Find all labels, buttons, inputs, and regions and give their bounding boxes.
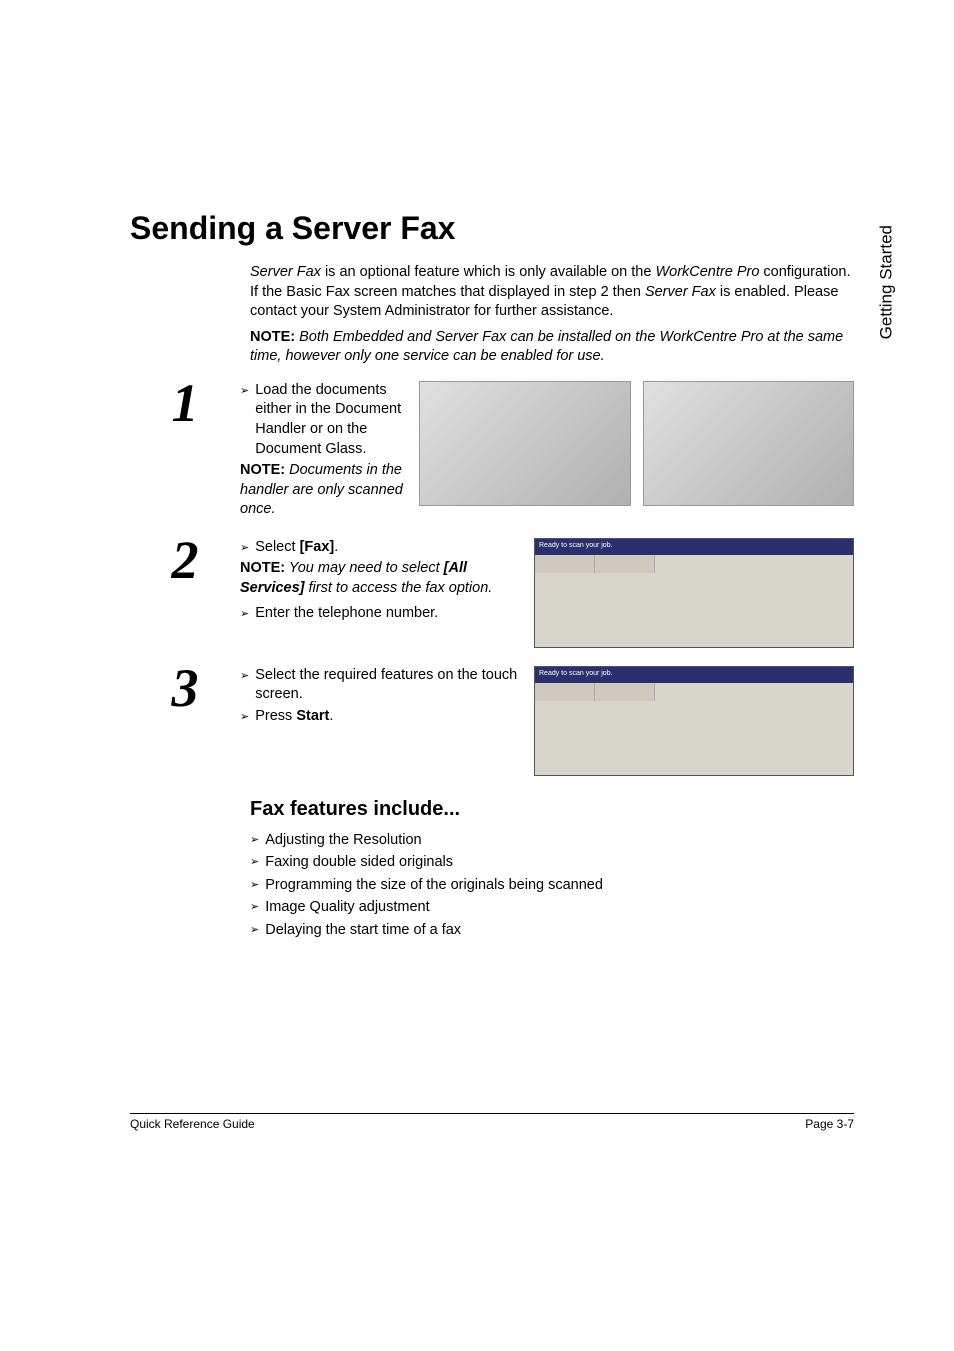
step-number-3: 3 <box>130 666 240 712</box>
step3-press-post: . <box>329 708 333 724</box>
intro-line-1: Server Fax is an optional feature which … <box>250 263 854 322</box>
tab-more-fax-features <box>595 683 655 701</box>
step3-press-pre: Press <box>255 708 296 724</box>
footer-left: Quick Reference Guide <box>130 1117 255 1131</box>
feature-item: ➢ Programming the size of the originals b… <box>250 874 854 896</box>
feature-text: Faxing double sided originals <box>265 851 453 873</box>
note-label: NOTE: <box>240 560 285 576</box>
section-side-label: Getting Started <box>876 225 896 339</box>
touchscreen-panel <box>535 555 853 647</box>
step3-bullet-1: ➢ Select the required features on the to… <box>240 666 520 705</box>
chevron-icon: ➢ <box>250 832 259 849</box>
step2-text-2: Enter the telephone number. <box>255 604 438 624</box>
step1-note: NOTE: Documents in the handler are only … <box>240 461 405 520</box>
page-title: Sending a Server Fax <box>130 210 854 247</box>
step1-bullet-1: ➢ Load the documents either in the Docum… <box>240 381 405 459</box>
step2-note: NOTE: You may need to select [All Servic… <box>240 559 520 598</box>
intro-paragraph: Server Fax is an optional feature which … <box>250 263 854 367</box>
step2-sel-post: . <box>334 539 338 555</box>
footer-right: Page 3-7 <box>805 1117 854 1131</box>
touchscreen-panel <box>535 683 853 775</box>
step3-text-1: Select the required features on the touc… <box>255 666 520 705</box>
step2-select-line: Select [Fax]. <box>255 538 338 558</box>
chevron-icon: ➢ <box>240 607 249 622</box>
chevron-icon: ➢ <box>240 541 249 556</box>
fax-features-section: Fax features include... ➢ Adjusting the R… <box>250 798 854 941</box>
term-server-fax-2: Server Fax <box>645 284 716 300</box>
feature-text: Programming the size of the originals be… <box>265 874 603 896</box>
note-label: NOTE: <box>240 462 285 478</box>
step2-note-post: first to access the fax option. <box>305 580 493 596</box>
document-glass-photo <box>643 381 855 506</box>
term-server-fax: Server Fax <box>250 264 321 280</box>
feature-text: Image Quality adjustment <box>265 896 429 918</box>
step2-bullet-2: ➢ Enter the telephone number. <box>240 604 520 624</box>
chevron-icon: ➢ <box>240 710 249 725</box>
step-1: 1 ➢ Load the documents either in the Doc… <box>130 381 854 520</box>
step3-press-line: Press Start. <box>255 707 333 727</box>
feature-item: ➢ Adjusting the Resolution <box>250 829 854 851</box>
tab-more-fax-features <box>595 555 655 573</box>
step2-bullet-1: ➢ Select [Fax]. <box>240 538 520 558</box>
step3-bullet-2: ➢ Press Start. <box>240 707 520 727</box>
step-number-2: 2 <box>130 538 240 584</box>
term-workcentre-pro: WorkCentre Pro <box>655 264 759 280</box>
note-label: NOTE: <box>250 329 295 345</box>
tab-basic-faxing <box>535 555 595 573</box>
step2-note-pre: You may need to select <box>285 560 444 576</box>
note-body: Both Embedded and Server Fax can be inst… <box>250 329 843 365</box>
step1-text-1: Load the documents either in the Documen… <box>255 381 405 459</box>
step3-press-bold: Start <box>296 708 329 724</box>
step2-sel-bold: [Fax] <box>300 539 335 555</box>
feature-item: ➢ Faxing double sided originals <box>250 851 854 873</box>
chevron-icon: ➢ <box>250 877 259 894</box>
touchscreen-fax-number-entered: Ready to scan your job. <box>534 666 854 776</box>
page-footer: Quick Reference Guide Page 3-7 <box>130 1113 854 1131</box>
intro-text-1: is an optional feature which is only ava… <box>321 264 656 280</box>
touchscreen-banner: Ready to scan your job. <box>535 667 853 681</box>
touchscreen-banner: Ready to scan your job. <box>535 539 853 553</box>
tab-basic-faxing <box>535 683 595 701</box>
chevron-icon: ➢ <box>240 384 249 399</box>
step-2: 2 ➢ Select [Fax]. NOTE: You may need to … <box>130 538 854 648</box>
intro-note: NOTE: Both Embedded and Server Fax can b… <box>250 328 854 367</box>
feature-text: Adjusting the Resolution <box>265 829 421 851</box>
touchscreen-fax-empty: Ready to scan your job. <box>534 538 854 648</box>
chevron-icon: ➢ <box>250 854 259 871</box>
chevron-icon: ➢ <box>250 922 259 939</box>
step-number-1: 1 <box>130 381 240 427</box>
feature-text: Delaying the start time of a fax <box>265 919 461 941</box>
document-handler-photo <box>419 381 631 506</box>
feature-item: ➢ Image Quality adjustment <box>250 896 854 918</box>
step2-sel-pre: Select <box>255 539 299 555</box>
chevron-icon: ➢ <box>250 899 259 916</box>
step-3: 3 ➢ Select the required features on the … <box>130 666 854 776</box>
fax-features-heading: Fax features include... <box>250 798 854 821</box>
feature-item: ➢ Delaying the start time of a fax <box>250 919 854 941</box>
chevron-icon: ➢ <box>240 669 249 684</box>
